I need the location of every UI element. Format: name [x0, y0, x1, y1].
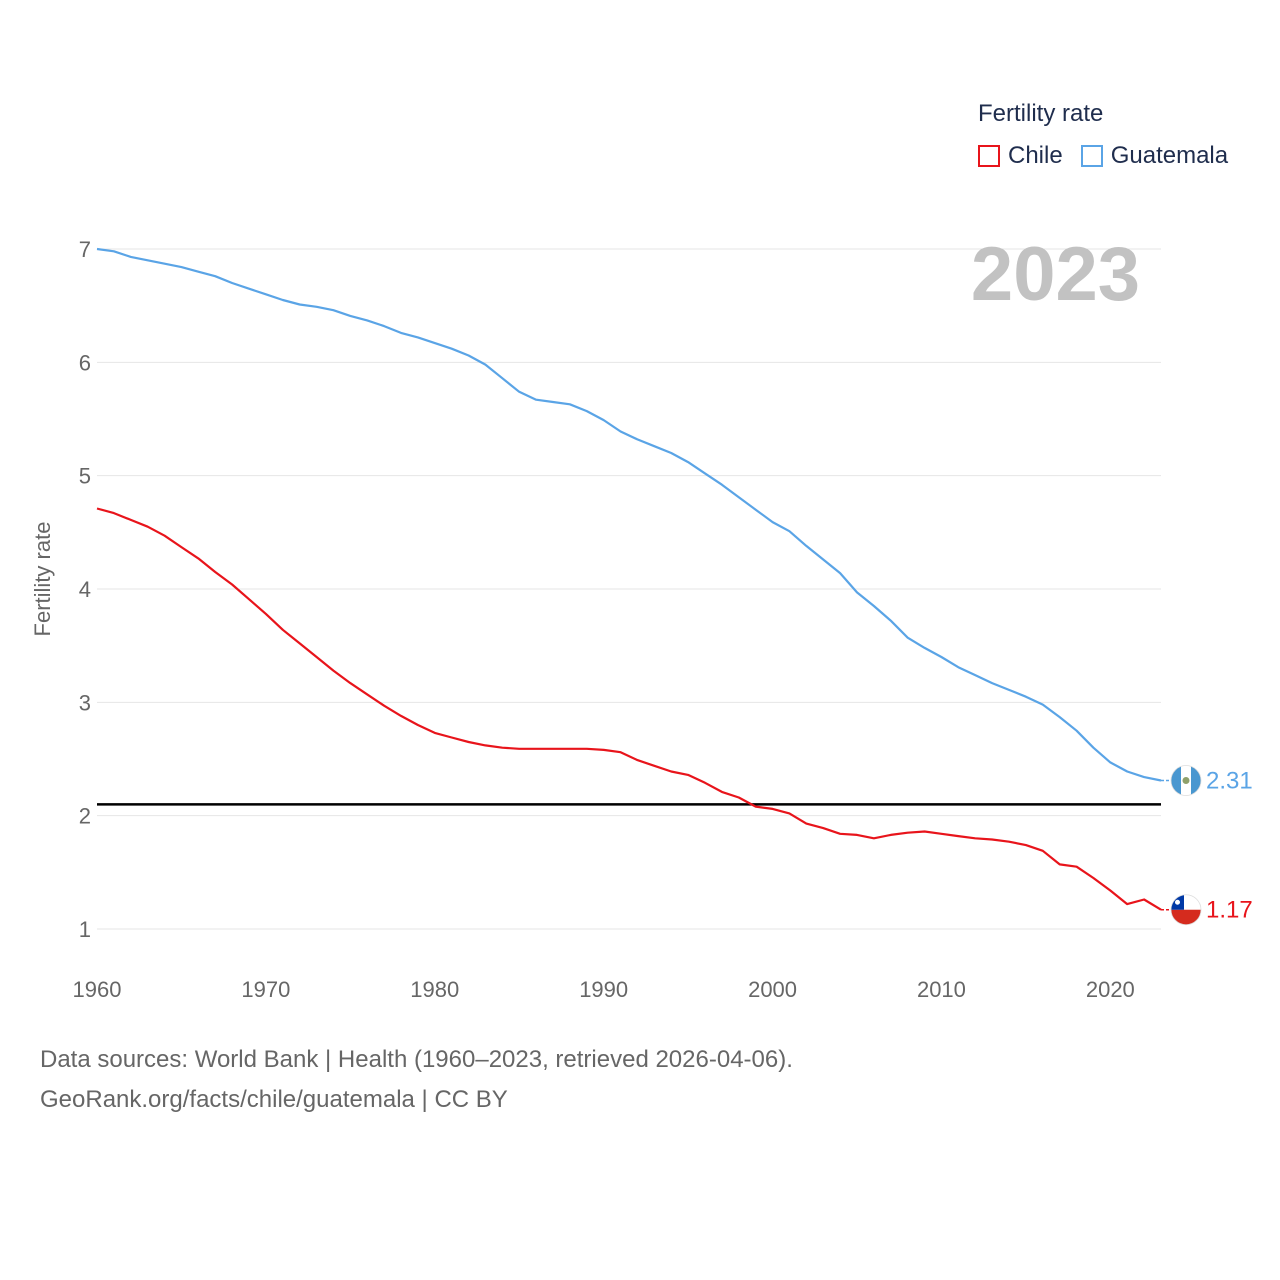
- y-tick-label: 1: [79, 917, 91, 942]
- footer-credit[interactable]: GeoRank.org/facts/chile/guatemala | CC B…: [40, 1086, 508, 1113]
- legend-item-chile[interactable]: Chile: [978, 142, 1063, 170]
- end-value-label-chile: 1.17: [1206, 897, 1253, 924]
- y-tick-label: 2: [79, 804, 91, 829]
- series-line-guatemala: [96, 247, 1162, 782]
- x-tick-label: 2020: [1086, 977, 1135, 1002]
- flag-body: [1171, 894, 1201, 925]
- end-markers: 1.17 2.31: [1161, 765, 1253, 926]
- series-line-chile: [96, 507, 1162, 911]
- legend-label-chile: Chile: [1008, 142, 1063, 169]
- flag-blue-left: [1171, 765, 1181, 796]
- series-lines: [96, 247, 1162, 911]
- legend: Chile Guatemala: [978, 142, 1246, 170]
- legend-title: Fertility rate: [978, 100, 1104, 127]
- legend-swatch-chile: [978, 145, 1000, 167]
- flag-outline: [1170, 894, 1202, 926]
- flag-emblem: [1182, 777, 1190, 785]
- gridlines: [97, 248, 1161, 930]
- y-axis-label: Fertility rate: [30, 522, 55, 637]
- x-tick-label: 2010: [917, 977, 966, 1002]
- x-axis-ticks: 1960 1970 1980 1990 2000 2010 2020: [73, 977, 1135, 1002]
- x-tick-label: 2000: [748, 977, 797, 1002]
- flag-outline: [1170, 765, 1202, 796]
- y-tick-label: 6: [79, 350, 91, 375]
- flag-star: [1175, 899, 1180, 905]
- flag-icon-chile: [1170, 894, 1202, 926]
- legend-label-guatemala: Guatemala: [1110, 142, 1229, 169]
- legend-item-guatemala[interactable]: Guatemala: [1080, 142, 1229, 170]
- flag-blue-right: [1191, 765, 1201, 796]
- footer-sources: Data sources: World Bank | Health (1960–…: [40, 1046, 793, 1073]
- flag-body: [1171, 765, 1201, 796]
- y-tick-label: 4: [79, 577, 91, 602]
- y-axis-ticks: 1 2 3 4 5 6 7: [79, 237, 91, 942]
- year-label: 2023: [971, 232, 1140, 317]
- legend-swatch-guatemala: [1080, 145, 1103, 167]
- flag-icon-guatemala: [1170, 765, 1202, 796]
- x-tick-label: 1960: [73, 977, 122, 1002]
- y-tick-label: 7: [79, 237, 91, 262]
- x-tick-label: 1970: [241, 977, 290, 1002]
- y-tick-label: 5: [79, 464, 91, 489]
- flag-red-band: [1171, 909, 1201, 925]
- y-tick-label: 3: [79, 690, 91, 715]
- x-tick-label: 1990: [579, 977, 628, 1002]
- end-value-label-guatemala: 2.31: [1206, 768, 1253, 795]
- x-tick-label: 1980: [410, 977, 459, 1002]
